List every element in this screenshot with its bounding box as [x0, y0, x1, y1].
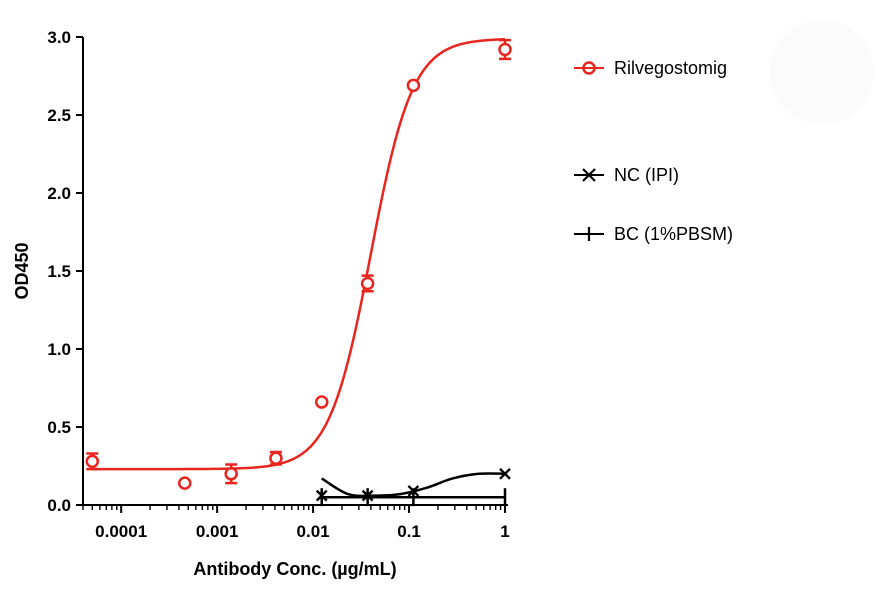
axes [82, 37, 508, 506]
rilvegostomig-data-point [178, 476, 192, 490]
legend-marker-x [582, 168, 596, 182]
x-tick-label: 0.1 [397, 522, 421, 541]
y-axis-title: OD450 [12, 242, 32, 299]
rilvegostomig-fit-curve [92, 38, 506, 471]
series-rilvegostomig [85, 38, 512, 490]
legend-label-bc-pbsm: BC (1%PBSM) [614, 224, 733, 244]
x-tick-label: 1 [500, 522, 509, 541]
legend-item-nc-ipi: NC (IPI) [574, 165, 679, 185]
x-tick-label: 0.001 [196, 522, 239, 541]
legend-label-rilvegostomig: Rilvegostomig [614, 58, 727, 78]
legend: Rilvegostomig NC (IPI) BC (1%PBSM) [574, 58, 733, 244]
x-tick-label: 0.0001 [95, 522, 147, 541]
rilvegostomig-data-point [360, 276, 375, 291]
nc-x-marker [407, 485, 420, 497]
y-tick-label: 1.5 [47, 262, 71, 281]
y-tick-label: 3.0 [47, 28, 71, 47]
x-ticks: 0.0001 0.001 0.01 0.1 1 [82, 505, 510, 541]
series-layer [85, 38, 512, 507]
x-tick-label: 0.01 [297, 522, 330, 541]
y-tick-label: 1.0 [47, 340, 71, 359]
legend-label-nc-ipi: NC (IPI) [614, 165, 679, 185]
series-nc-ipi [315, 467, 511, 502]
rilvegostomig-data-point [498, 42, 512, 57]
y-tick-label: 2.0 [47, 184, 71, 203]
rilvegostomig-data-point [314, 395, 329, 409]
legend-item-bc-pbsm: BC (1%PBSM) [574, 224, 733, 244]
rilvegostomig-data-point [85, 454, 100, 469]
y-ticks: 0.0 0.5 1.0 1.5 2.0 2.5 3.0 [47, 28, 83, 515]
nc-x-marker [361, 489, 374, 502]
rilvegostomig-data-point [224, 467, 238, 481]
legend-marker-circle [582, 61, 596, 75]
nc-x-marker [499, 467, 511, 480]
y-tick-label: 2.5 [47, 106, 71, 125]
y-tick-label: 0.5 [47, 418, 71, 437]
background-smudge [770, 20, 874, 124]
y-tick-label: 0.0 [47, 496, 71, 515]
legend-item-rilvegostomig: Rilvegostomig [574, 58, 727, 78]
x-axis-title: Antibody Conc. (µg/mL) [193, 559, 396, 579]
nc-x-marker [315, 489, 328, 502]
rilvegostomig-data-point [406, 78, 421, 93]
rilvegostomig-data-point [269, 451, 283, 465]
